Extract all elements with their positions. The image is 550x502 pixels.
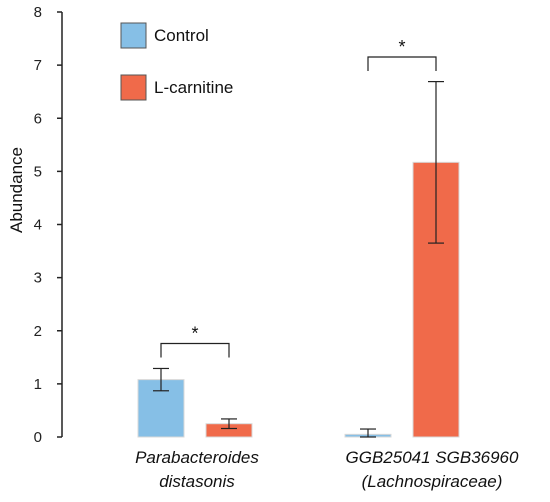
x-axis-labels: Parabacteroides distasonis GGB25041 SGB369… (135, 448, 519, 491)
significance-brackets: ** (160, 37, 437, 358)
category-label: GGB25041 SGB36960 (346, 448, 520, 467)
y-tick-label: 5 (34, 163, 42, 180)
y-tick-label: 4 (34, 217, 42, 234)
y-tick-label: 0 (34, 429, 42, 446)
y-axis-title: Abundance (7, 147, 26, 233)
y-tick-label: 2 (34, 323, 42, 340)
significance-bracket (367, 56, 437, 71)
legend-swatch (120, 74, 147, 101)
y-tick-label: 8 (34, 4, 42, 21)
error-bars (153, 80, 444, 438)
y-tick-label: 7 (34, 57, 42, 74)
category-label: Parabacteroides (135, 448, 259, 467)
y-axis: 0 1 2 3 4 5 6 7 8 (34, 4, 63, 446)
significance-bracket (160, 342, 230, 358)
legend: Control L-carnitine (120, 22, 233, 101)
bars (137, 161, 460, 438)
legend-label: Control (154, 26, 209, 45)
significance-star: * (191, 323, 198, 343)
y-tick-label: 6 (34, 110, 42, 127)
category-label: (Lachnospiraceae) (362, 472, 503, 491)
legend-label: L-carnitine (154, 78, 233, 97)
category-label: distasonis (159, 472, 235, 491)
y-tick-label: 3 (34, 270, 42, 287)
y-tick-label: 1 (34, 376, 42, 393)
legend-swatch (120, 22, 147, 49)
significance-star: * (398, 37, 405, 57)
